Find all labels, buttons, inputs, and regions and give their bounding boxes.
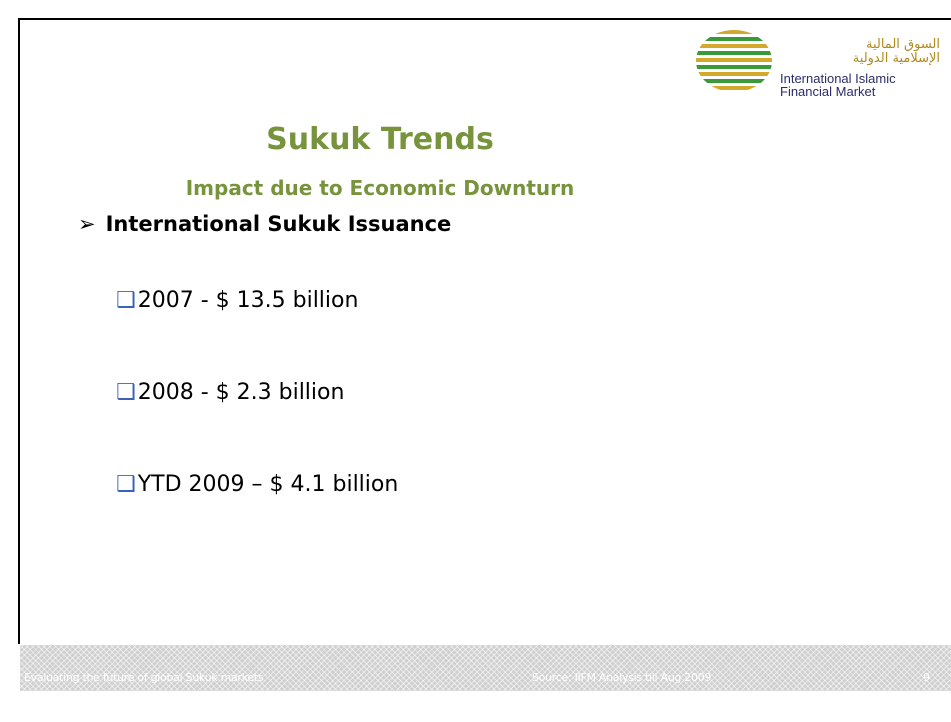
footer-left: Evaluating the future of global Sukuk ma… bbox=[24, 671, 264, 684]
logo-english-line: International Islamic bbox=[780, 71, 896, 86]
logo-arabic-line: السوق المالية bbox=[865, 37, 940, 52]
checkbox-icon: ❑ bbox=[116, 380, 136, 405]
item: ❑2008 - $ 2.3 billion bbox=[116, 380, 344, 405]
checkbox-icon: ❑ bbox=[116, 288, 136, 313]
logo-arabic-line: الإسلامية الدولية bbox=[852, 51, 940, 66]
item: ❑2007 - $ 13.5 billion bbox=[116, 288, 358, 313]
footer-source: Source: IIFM Analysis till Aug 2009 bbox=[532, 671, 712, 684]
slide-frame bbox=[18, 18, 951, 644]
item-text: 2007 - $ 13.5 billion bbox=[137, 288, 359, 313]
item: ❑YTD 2009 – $ 4.1 billion bbox=[116, 472, 398, 497]
item-text: 2008 - $ 2.3 billion bbox=[137, 380, 345, 405]
bullet-text: International Sukuk Issuance bbox=[105, 212, 452, 236]
bullet: ➢ International Sukuk Issuance bbox=[78, 212, 451, 236]
checkbox-icon: ❑ bbox=[116, 472, 136, 497]
item-text: YTD 2009 – $ 4.1 billion bbox=[137, 472, 399, 497]
page-number: 9 bbox=[923, 671, 930, 684]
footer: Evaluating the future of global Sukuk ma… bbox=[20, 645, 951, 691]
logo-mark bbox=[696, 30, 772, 90]
logo-english-line: Financial Market bbox=[780, 84, 876, 99]
bullet-arrow: ➢ bbox=[78, 212, 96, 236]
slide-title: Sukuk Trends bbox=[266, 122, 494, 157]
slide-subtitle: Impact due to Economic Downturn bbox=[185, 176, 575, 200]
logo-arabic: السوق المالية الإسلامية الدولية bbox=[770, 38, 940, 66]
logo-english: International Islamic Financial Market bbox=[780, 72, 896, 98]
